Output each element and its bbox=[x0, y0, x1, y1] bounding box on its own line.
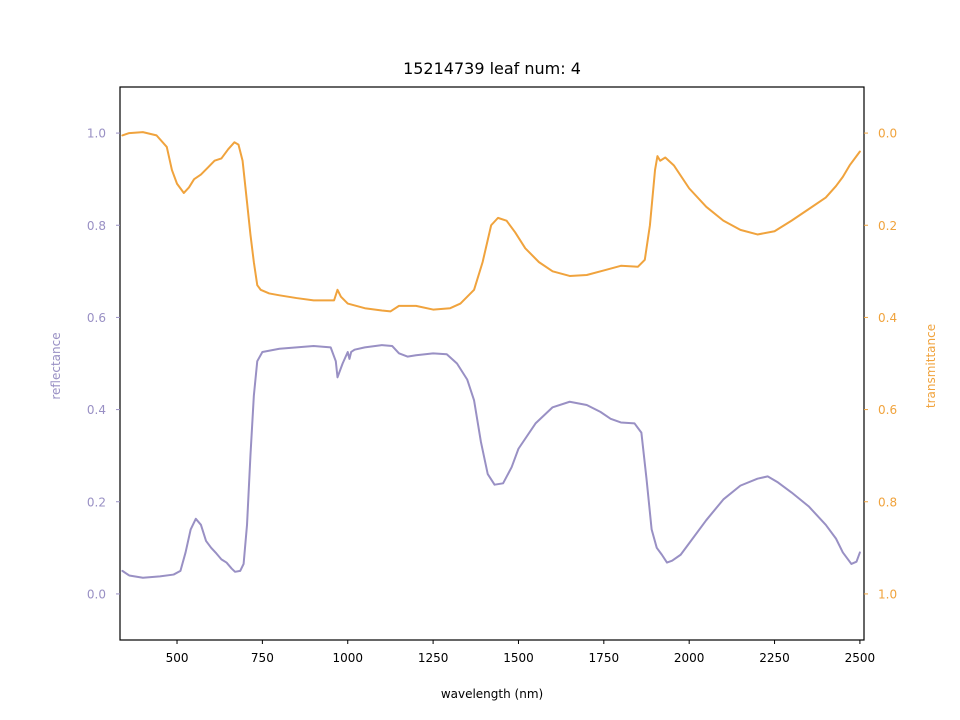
left-tick-label: 1.0 bbox=[87, 127, 106, 141]
x-tick-label: 1500 bbox=[503, 651, 534, 665]
x-axis: 500 750 1000 1250 1500 1750 2000 2250 2500 bbox=[166, 640, 876, 665]
left-tick-label: 0.0 bbox=[87, 587, 106, 601]
x-tick-label: 500 bbox=[166, 651, 189, 665]
right-tick-label: 0.4 bbox=[878, 311, 897, 325]
x-tick-label: 2250 bbox=[759, 651, 790, 665]
right-tick-label: 1.0 bbox=[878, 587, 897, 601]
x-tick-label: 2000 bbox=[674, 651, 705, 665]
right-axis: 0.0 0.2 0.4 0.6 0.8 1.0 bbox=[864, 127, 897, 601]
reflectance-line bbox=[121, 344, 861, 579]
transmittance-line bbox=[121, 131, 861, 313]
x-tick-label: 1250 bbox=[418, 651, 449, 665]
left-axis: 0.0 0.2 0.4 0.6 0.8 1.0 bbox=[87, 127, 120, 601]
x-axis-label: wavelength (nm) bbox=[441, 687, 543, 701]
x-tick-label: 1750 bbox=[589, 651, 620, 665]
x-tick-label: 1000 bbox=[332, 651, 363, 665]
right-tick-label: 0.0 bbox=[878, 127, 897, 141]
left-axis-label: reflectance bbox=[49, 332, 63, 399]
right-tick-label: 0.8 bbox=[878, 495, 897, 509]
chart-title: 15214739 leaf num: 4 bbox=[403, 59, 581, 78]
plot-lines bbox=[121, 131, 861, 579]
right-tick-label: 0.6 bbox=[878, 403, 897, 417]
left-tick-label: 0.4 bbox=[87, 403, 106, 417]
x-tick-label: 750 bbox=[251, 651, 274, 665]
x-tick-label: 2500 bbox=[845, 651, 876, 665]
right-tick-label: 0.2 bbox=[878, 219, 897, 233]
right-axis-label: transmittance bbox=[924, 324, 938, 408]
plot-frame bbox=[119, 86, 865, 641]
left-tick-label: 0.6 bbox=[87, 311, 106, 325]
left-tick-label: 0.2 bbox=[87, 495, 106, 509]
left-tick-label: 0.8 bbox=[87, 219, 106, 233]
